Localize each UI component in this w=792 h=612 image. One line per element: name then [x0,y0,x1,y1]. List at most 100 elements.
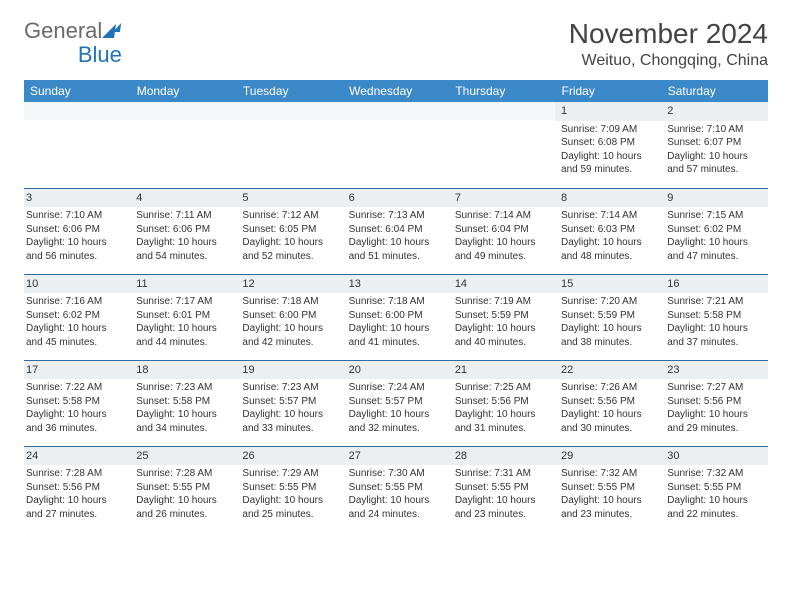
weekday-header: Thursday [449,80,555,102]
sunrise-line: Sunrise: 7:23 AM [242,381,336,395]
day-number: 10 [24,275,130,294]
calendar-day-cell: 28Sunrise: 7:31 AMSunset: 5:55 PMDayligh… [449,446,555,532]
calendar-day-cell: 22Sunrise: 7:26 AMSunset: 5:56 PMDayligh… [555,360,661,446]
calendar-day-cell: 9Sunrise: 7:15 AMSunset: 6:02 PMDaylight… [661,188,767,274]
sunset-line: Sunset: 5:59 PM [561,309,655,323]
sunset-line: Sunset: 6:00 PM [349,309,443,323]
sunrise-line: Sunrise: 7:16 AM [26,295,124,309]
sunrise-line: Sunrise: 7:10 AM [26,209,124,223]
calendar-day-cell: 24Sunrise: 7:28 AMSunset: 5:56 PMDayligh… [24,446,130,532]
day-text: Sunrise: 7:27 AMSunset: 5:56 PMDaylight:… [661,379,767,439]
sunrise-line: Sunrise: 7:18 AM [242,295,336,309]
calendar-day-cell: 16Sunrise: 7:21 AMSunset: 5:58 PMDayligh… [661,274,767,360]
day-number: 19 [236,361,342,380]
title-block: November 2024 Weituo, Chongqing, China [569,18,768,70]
day-number: 26 [236,447,342,466]
daylight-line: Daylight: 10 hours [349,408,443,422]
sunrise-line: Sunrise: 7:11 AM [136,209,230,223]
calendar-day-cell: 7Sunrise: 7:14 AMSunset: 6:04 PMDaylight… [449,188,555,274]
daylight-line: Daylight: 10 hours [349,322,443,336]
calendar-day-cell [236,102,342,188]
sunset-line: Sunset: 6:04 PM [349,223,443,237]
sunset-line: Sunset: 5:58 PM [26,395,124,409]
day-text: Sunrise: 7:18 AMSunset: 6:00 PMDaylight:… [236,293,342,353]
calendar-day-cell: 13Sunrise: 7:18 AMSunset: 6:00 PMDayligh… [343,274,449,360]
daylight-line: and 38 minutes. [561,336,655,350]
daylight-line: and 31 minutes. [455,422,549,436]
daylight-line: and 25 minutes. [242,508,336,522]
daylight-line: Daylight: 10 hours [455,408,549,422]
daylight-line: and 41 minutes. [349,336,443,350]
daylight-line: and 56 minutes. [26,250,124,264]
day-number-empty [343,102,449,120]
daylight-line: Daylight: 10 hours [455,494,549,508]
sunset-line: Sunset: 6:07 PM [667,136,761,150]
day-text: Sunrise: 7:28 AMSunset: 5:56 PMDaylight:… [24,465,130,525]
sunset-line: Sunset: 6:03 PM [561,223,655,237]
daylight-line: Daylight: 10 hours [242,494,336,508]
day-text: Sunrise: 7:29 AMSunset: 5:55 PMDaylight:… [236,465,342,525]
day-text: Sunrise: 7:28 AMSunset: 5:55 PMDaylight:… [130,465,236,525]
calendar-day-cell: 5Sunrise: 7:12 AMSunset: 6:05 PMDaylight… [236,188,342,274]
sunrise-line: Sunrise: 7:20 AM [561,295,655,309]
logo-text-blue: Blue [78,42,122,67]
daylight-line: Daylight: 10 hours [136,494,230,508]
day-text: Sunrise: 7:11 AMSunset: 6:06 PMDaylight:… [130,207,236,267]
daylight-line: and 24 minutes. [349,508,443,522]
sunset-line: Sunset: 5:56 PM [26,481,124,495]
location: Weituo, Chongqing, China [569,52,768,70]
day-text: Sunrise: 7:13 AMSunset: 6:04 PMDaylight:… [343,207,449,267]
sunset-line: Sunset: 5:59 PM [455,309,549,323]
daylight-line: Daylight: 10 hours [455,322,549,336]
sunset-line: Sunset: 6:02 PM [26,309,124,323]
daylight-line: Daylight: 10 hours [26,494,124,508]
sunrise-line: Sunrise: 7:12 AM [242,209,336,223]
sunset-line: Sunset: 5:58 PM [667,309,761,323]
sunset-line: Sunset: 5:55 PM [349,481,443,495]
day-number: 18 [130,361,236,380]
sunset-line: Sunset: 5:56 PM [561,395,655,409]
calendar-week-row: 24Sunrise: 7:28 AMSunset: 5:56 PMDayligh… [24,446,768,532]
day-number-empty [236,102,342,120]
sunrise-line: Sunrise: 7:24 AM [349,381,443,395]
day-number: 15 [555,275,661,294]
day-number: 12 [236,275,342,294]
day-text: Sunrise: 7:21 AMSunset: 5:58 PMDaylight:… [661,293,767,353]
daylight-line: and 36 minutes. [26,422,124,436]
sunrise-line: Sunrise: 7:32 AM [561,467,655,481]
day-text: Sunrise: 7:14 AMSunset: 6:04 PMDaylight:… [449,207,555,267]
calendar-day-cell: 4Sunrise: 7:11 AMSunset: 6:06 PMDaylight… [130,188,236,274]
day-text: Sunrise: 7:17 AMSunset: 6:01 PMDaylight:… [130,293,236,353]
weekday-header: Wednesday [343,80,449,102]
daylight-line: Daylight: 10 hours [667,408,761,422]
header: General November 2024 Weituo, Chongqing,… [24,18,768,70]
day-text: Sunrise: 7:14 AMSunset: 6:03 PMDaylight:… [555,207,661,267]
day-text: Sunrise: 7:32 AMSunset: 5:55 PMDaylight:… [661,465,767,525]
sunrise-line: Sunrise: 7:15 AM [667,209,761,223]
daylight-line: Daylight: 10 hours [667,150,761,164]
day-number: 3 [24,189,130,208]
day-number: 11 [130,275,236,294]
daylight-line: and 40 minutes. [455,336,549,350]
day-number: 24 [24,447,130,466]
calendar-day-cell: 20Sunrise: 7:24 AMSunset: 5:57 PMDayligh… [343,360,449,446]
daylight-line: Daylight: 10 hours [136,322,230,336]
day-text: Sunrise: 7:22 AMSunset: 5:58 PMDaylight:… [24,379,130,439]
day-text: Sunrise: 7:26 AMSunset: 5:56 PMDaylight:… [555,379,661,439]
daylight-line: and 47 minutes. [667,250,761,264]
daylight-line: Daylight: 10 hours [455,236,549,250]
daylight-line: Daylight: 10 hours [242,236,336,250]
daylight-line: Daylight: 10 hours [242,322,336,336]
day-number: 5 [236,189,342,208]
weekday-header: Friday [555,80,661,102]
day-text: Sunrise: 7:30 AMSunset: 5:55 PMDaylight:… [343,465,449,525]
day-text: Sunrise: 7:15 AMSunset: 6:02 PMDaylight:… [661,207,767,267]
daylight-line: Daylight: 10 hours [26,236,124,250]
sunset-line: Sunset: 6:04 PM [455,223,549,237]
daylight-line: and 48 minutes. [561,250,655,264]
weekday-header: Saturday [661,80,767,102]
day-text: Sunrise: 7:20 AMSunset: 5:59 PMDaylight:… [555,293,661,353]
sunset-line: Sunset: 5:55 PM [455,481,549,495]
sunset-line: Sunset: 5:56 PM [455,395,549,409]
day-number: 25 [130,447,236,466]
